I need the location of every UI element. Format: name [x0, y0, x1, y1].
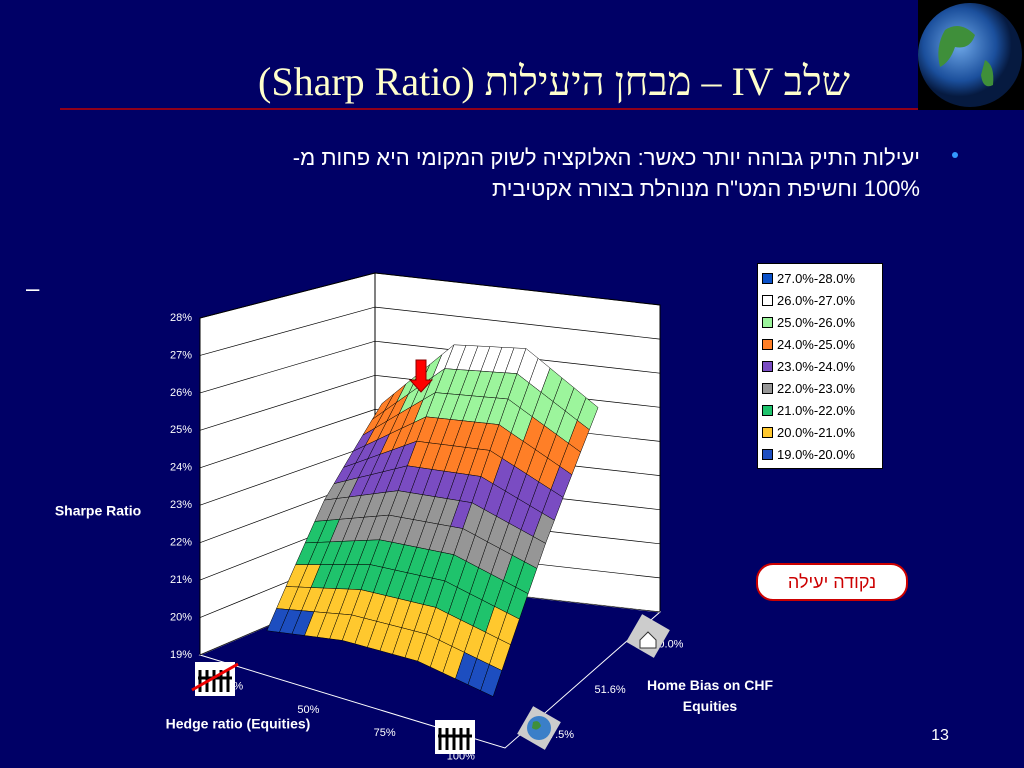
world-icon	[517, 706, 561, 750]
surface-cell	[323, 344, 455, 501]
legend: 27.0%-28.0% 26.0%-27.0% 25.0%-26.0% 24.0%-2…	[757, 263, 883, 469]
grid-line	[199, 272, 661, 319]
legend-entry: 26.0%-27.0%	[762, 289, 882, 311]
x-axis-label: Hedge ratio (Equities)	[166, 716, 311, 732]
z-tick-label: 20%	[170, 611, 192, 623]
z-tick-label: 22%	[170, 537, 192, 549]
legend-label: 27.0%-28.0%	[777, 270, 856, 286]
legend-swatch	[762, 316, 773, 328]
slide-title: שלב IV – מבחן היעילות (Sharp Ratio)	[258, 59, 850, 104]
legend-swatch	[762, 360, 773, 372]
x-tick-label: 50%	[297, 704, 319, 716]
legend-swatch	[762, 426, 773, 438]
z-axis-label: Sharpe Ratio	[55, 503, 141, 519]
globe-land	[938, 26, 994, 87]
z-tick-label: 19%	[170, 649, 192, 661]
surface-cell	[266, 490, 399, 641]
legend-label: 23.0%-24.0%	[777, 358, 856, 374]
legend-label: 21.0%-22.0%	[777, 402, 856, 418]
surface-cell	[471, 348, 599, 544]
legend-label: 25.0%-26.0%	[777, 314, 856, 330]
dash: –	[26, 275, 40, 302]
legend-entry: 24.0%-25.0%	[762, 333, 882, 355]
callout: נקודה יעילה	[756, 563, 908, 601]
legend-entry: 22.0%-23.0%	[762, 377, 882, 399]
bullet-line: 100% וחשיפת המט"ח מנוהלת בצורה אקטיבית	[492, 176, 920, 201]
legend-swatch	[762, 382, 773, 394]
z-tick-label: 26%	[170, 387, 192, 399]
grid-line	[199, 306, 661, 356]
x-tick-label: 75%	[374, 727, 396, 739]
legend-label: 24.0%-25.0%	[777, 336, 856, 352]
z-tick-label: 25%	[170, 424, 192, 436]
legend-label: 22.0%-23.0%	[777, 380, 856, 396]
legend-swatch	[762, 338, 773, 350]
bullet-line: יעילות התיק גבוהה יותר כאשר: האלוקציה לש…	[292, 145, 920, 170]
y-axis-label: Home Bias on CHF Equities	[646, 677, 773, 714]
legend-entry: 27.0%-28.0%	[762, 267, 882, 289]
legend-entry: 21.0%-22.0%	[762, 399, 882, 421]
legend-swatch	[762, 404, 773, 416]
z-tick-label: 21%	[170, 574, 192, 586]
z-tick-label: 28%	[170, 312, 192, 324]
legend-entry: 25.0%-26.0%	[762, 311, 882, 333]
page-number: 13	[931, 727, 949, 744]
legend-swatch	[762, 272, 773, 284]
surface-cell	[341, 490, 473, 662]
no-hedge-icon	[191, 662, 239, 696]
legend-entry: 19.0%-20.0%	[762, 443, 882, 465]
globe	[918, 3, 1022, 107]
legend-swatch	[762, 294, 773, 306]
legend-label: 26.0%-27.0%	[777, 292, 856, 308]
surface-cell	[397, 344, 527, 503]
legend-swatch	[762, 448, 773, 460]
legend-label: 20.0%-21.0%	[777, 424, 856, 440]
surface-facet	[480, 664, 503, 697]
legend-label: 19.0%-20.0%	[777, 446, 856, 462]
hedge-icon	[435, 720, 475, 754]
bullet-dot	[952, 152, 958, 158]
legend-entry: 20.0%-21.0%	[762, 421, 882, 443]
y-tick-label: 51.6%	[595, 684, 626, 696]
bullet-text: יעילות התיק גבוהה יותר כאשר: האלוקציה לש…	[60, 142, 920, 204]
home-icon	[626, 614, 670, 658]
grid-line	[199, 340, 661, 394]
optimum-arrow	[408, 359, 434, 393]
legend-entry: 23.0%-24.0%	[762, 355, 882, 377]
z-tick-label: 24%	[170, 462, 192, 474]
z-tick-label: 23%	[170, 499, 192, 511]
surface-cell	[417, 502, 546, 697]
z-tick-label: 27%	[170, 349, 192, 361]
